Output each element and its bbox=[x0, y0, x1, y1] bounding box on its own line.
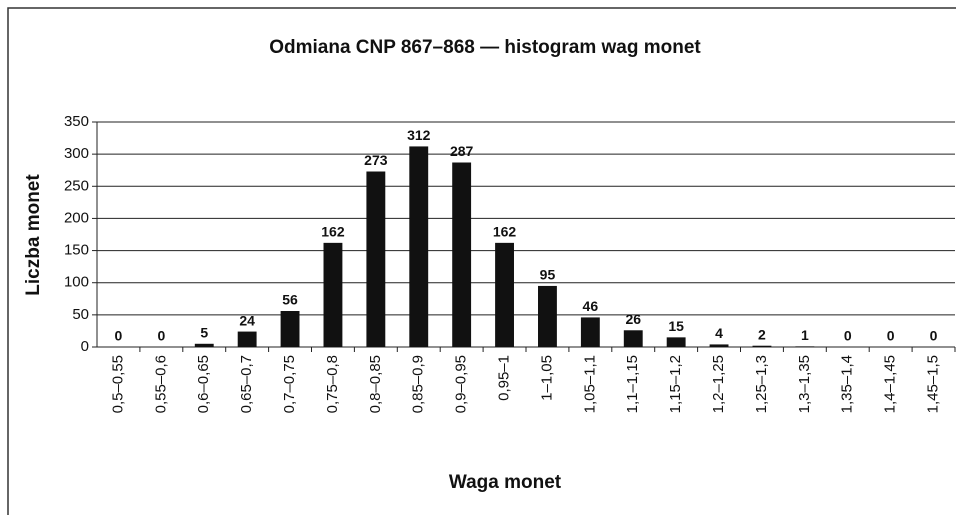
value-label: 2 bbox=[758, 326, 766, 342]
bar bbox=[280, 311, 300, 347]
x-axis-label: Waga monet bbox=[449, 472, 562, 493]
bar bbox=[237, 331, 257, 347]
x-tick-label: 1,35–1,4 bbox=[839, 355, 856, 413]
value-label: 95 bbox=[540, 267, 556, 283]
value-label: 56 bbox=[282, 292, 298, 308]
bar bbox=[752, 345, 772, 347]
y-tick-label: 150 bbox=[64, 242, 89, 259]
x-tick-label: 1–1,05 bbox=[538, 355, 555, 401]
value-label: 162 bbox=[493, 224, 517, 240]
bar bbox=[452, 162, 472, 347]
x-tick-label: 0,6–0,65 bbox=[195, 355, 212, 413]
x-tick-label: 0,7–0,75 bbox=[281, 355, 298, 413]
y-tick-label: 0 bbox=[81, 338, 89, 355]
y-tick-label: 200 bbox=[64, 209, 89, 226]
value-label: 26 bbox=[625, 311, 641, 327]
bar bbox=[580, 317, 600, 347]
value-label: 0 bbox=[844, 328, 852, 344]
x-tick-label: 1,1–1,15 bbox=[624, 355, 641, 413]
value-label: 273 bbox=[364, 152, 388, 168]
x-tick-label: 1,2–1,25 bbox=[710, 355, 727, 413]
value-label: 24 bbox=[239, 312, 255, 328]
x-tick-label: 1,3–1,35 bbox=[796, 355, 813, 413]
x-tick-label: 0,55–0,6 bbox=[152, 355, 169, 413]
value-label: 0 bbox=[930, 328, 938, 344]
value-label: 46 bbox=[583, 298, 599, 314]
value-label: 162 bbox=[321, 224, 345, 240]
value-label: 15 bbox=[668, 318, 684, 334]
value-label: 0 bbox=[157, 328, 165, 344]
bar bbox=[795, 346, 815, 347]
bar bbox=[623, 330, 643, 347]
x-tick-label: 0,95–1 bbox=[496, 355, 513, 401]
value-label: 5 bbox=[200, 324, 208, 340]
value-label: 4 bbox=[715, 325, 723, 341]
bar bbox=[366, 171, 386, 347]
x-tick-label: 0,65–0,7 bbox=[238, 355, 255, 413]
y-tick-label: 50 bbox=[72, 306, 89, 323]
chart-title: Odmiana CNP 867–868 — histogram wag mone… bbox=[269, 37, 701, 58]
y-tick-label: 350 bbox=[64, 113, 89, 130]
y-axis-label: Liczba monet bbox=[23, 174, 44, 296]
bar bbox=[409, 146, 429, 347]
x-tick-label: 0,75–0,8 bbox=[324, 355, 341, 413]
x-tick-label: 1,05–1,1 bbox=[581, 355, 598, 413]
x-tick-label: 1,25–1,3 bbox=[753, 355, 770, 413]
value-label: 0 bbox=[115, 328, 123, 344]
y-tick-label: 100 bbox=[64, 274, 89, 291]
y-tick-label: 300 bbox=[64, 145, 89, 162]
x-tick-label: 1,4–1,45 bbox=[882, 355, 899, 413]
x-tick-label: 1,45–1,5 bbox=[925, 355, 942, 413]
value-label: 287 bbox=[450, 143, 474, 159]
x-tick-label: 1,15–1,2 bbox=[667, 355, 684, 413]
x-tick-label: 0,5–0,55 bbox=[109, 355, 126, 413]
bar bbox=[495, 242, 514, 347]
bar bbox=[323, 242, 343, 347]
x-tick-label: 0,8–0,85 bbox=[367, 355, 384, 413]
bar bbox=[538, 285, 557, 347]
x-tick-label: 0,85–0,9 bbox=[410, 355, 427, 413]
bar bbox=[666, 337, 686, 347]
x-tick-label: 0,9–0,95 bbox=[453, 355, 470, 413]
value-label: 1 bbox=[801, 327, 809, 343]
value-label: 0 bbox=[887, 328, 895, 344]
frame bbox=[7, 7, 956, 515]
bar bbox=[194, 343, 214, 347]
y-tick-label: 250 bbox=[64, 177, 89, 194]
value-label: 312 bbox=[407, 127, 431, 143]
bar bbox=[709, 344, 729, 347]
